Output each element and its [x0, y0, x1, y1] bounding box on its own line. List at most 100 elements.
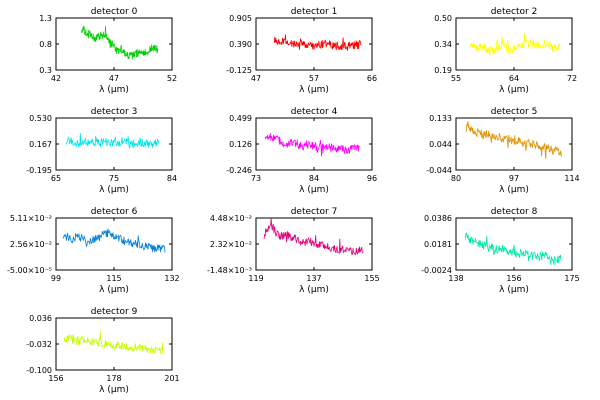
- panel-detector-6: detector 6 99 115 132 -5.00×10⁻⁵ 2.56×10⁻² 5.1…: [7, 207, 180, 295]
- y-tick-label: 5.11×10⁻²: [10, 214, 52, 223]
- panel-detector-0: detector 0 42 47 52 0.3 0.8 1.3 λ (µm): [39, 7, 177, 95]
- y-tick-label: 0.34: [434, 40, 452, 49]
- x-axis-label: λ (µm): [99, 285, 129, 295]
- x-tick-label: 84: [309, 174, 319, 183]
- y-tick-label: 0.167: [29, 140, 52, 149]
- x-axis-label: λ (µm): [299, 85, 329, 95]
- series-line-detector-5: [465, 121, 563, 159]
- x-axis-label: λ (µm): [499, 185, 529, 195]
- panel-detector-2: detector 2 55 64 72 0.19 0.34 0.50 λ (µm): [434, 7, 577, 95]
- y-tick-label: 0.133: [429, 114, 452, 123]
- y-tick-label: 2.32×10⁻²: [210, 240, 252, 249]
- y-tick-label: 0.50: [434, 14, 452, 23]
- y-tick-label: 0.044: [429, 140, 452, 149]
- x-tick-label: 138: [448, 274, 463, 283]
- x-tick-label: 66: [367, 74, 377, 83]
- y-tick-label: 0.499: [229, 114, 252, 123]
- x-tick-label: 201: [164, 374, 179, 383]
- x-tick-label: 114: [564, 174, 579, 183]
- x-tick-label: 65: [51, 174, 61, 183]
- panel-title: detector 1: [291, 7, 338, 17]
- x-tick-label: 119: [248, 274, 263, 283]
- y-tick-label: 0.3: [39, 66, 52, 75]
- y-tick-label: 0.8: [39, 40, 52, 49]
- panel-title: detector 8: [491, 207, 538, 217]
- series-line-detector-9: [63, 331, 164, 355]
- panel-title: detector 7: [291, 207, 338, 217]
- y-tick-label: 2.56×10⁻²: [10, 240, 52, 249]
- x-tick-label: 175: [564, 274, 579, 283]
- panel-title: detector 2: [491, 7, 538, 17]
- series-line-detector-6: [62, 228, 166, 253]
- y-tick-label: -0.125: [226, 66, 252, 75]
- panel-title: detector 5: [491, 107, 538, 117]
- panel-title: detector 0: [91, 7, 138, 17]
- y-tick-label: 0.036: [29, 314, 52, 323]
- x-tick-label: 75: [109, 174, 119, 183]
- x-tick-label: 47: [251, 74, 261, 83]
- y-tick-label: -0.0024: [421, 266, 452, 275]
- panel-detector-4: detector 4 73 84 96 -0.246 0.126 0.499 λ (µm): [226, 107, 377, 195]
- panel-detector-5: detector 5 80 97 114 -0.044 0.044 0.133 λ (µm): [426, 107, 579, 195]
- panel-detector-3: detector 3 65 75 84 -0.195 0.167 0.530 λ (µm): [26, 107, 177, 195]
- y-tick-label: 0.0181: [424, 240, 452, 249]
- x-axis-label: λ (µm): [99, 185, 129, 195]
- y-tick-label: -0.246: [226, 166, 252, 175]
- y-tick-label: 0.390: [229, 40, 252, 49]
- panel-title: detector 9: [91, 307, 138, 317]
- x-tick-label: 84: [167, 174, 177, 183]
- x-axis-label: λ (µm): [499, 85, 529, 95]
- x-axis-label: λ (µm): [99, 385, 129, 395]
- series-line-detector-1: [273, 34, 362, 51]
- panel-title: detector 3: [91, 107, 138, 117]
- plot-frame: [255, 117, 373, 171]
- x-tick-label: 137: [306, 274, 321, 283]
- y-tick-label: 0.905: [229, 14, 252, 23]
- panel-detector-7: detector 7 119 137 155 -1.48×10⁻³ 2.32×10⁻² 4.…: [207, 207, 380, 295]
- x-tick-label: 156: [506, 274, 521, 283]
- y-tick-label: 4.48×10⁻²: [210, 214, 252, 223]
- x-tick-label: 99: [51, 274, 61, 283]
- x-tick-label: 47: [109, 74, 119, 83]
- plot-frame: [55, 317, 173, 371]
- x-axis-label: λ (µm): [499, 285, 529, 295]
- x-tick-label: 97: [509, 174, 519, 183]
- series-line-detector-2: [469, 32, 561, 56]
- x-tick-label: 73: [251, 174, 261, 183]
- y-tick-label: 0.0386: [424, 214, 452, 223]
- plot-frame: [55, 217, 173, 271]
- y-tick-label: -0.032: [26, 340, 52, 349]
- x-tick-label: 80: [451, 174, 461, 183]
- series-line-detector-3: [66, 133, 159, 149]
- panel-detector-8: detector 8 138 156 175 -0.0024 0.0181 0.0386 λ …: [421, 207, 580, 295]
- y-tick-label: -0.100: [26, 366, 52, 375]
- x-tick-label: 64: [509, 74, 519, 83]
- y-tick-label: -5.00×10⁻⁵: [7, 266, 52, 275]
- panel-detector-9: detector 9 156 178 201 -0.100 -0.032 0.036 λ (µ…: [26, 307, 179, 395]
- x-axis-label: λ (µm): [299, 185, 329, 195]
- series-line-detector-7: [263, 217, 363, 256]
- y-tick-label: -0.044: [426, 166, 452, 175]
- x-tick-label: 115: [106, 274, 121, 283]
- x-tick-label: 52: [167, 74, 177, 83]
- y-tick-label: -1.48×10⁻³: [207, 266, 252, 275]
- x-tick-label: 42: [51, 74, 61, 83]
- series-line-detector-8: [465, 232, 562, 266]
- x-axis-label: λ (µm): [299, 285, 329, 295]
- x-tick-label: 55: [451, 74, 461, 83]
- y-tick-label: 1.3: [39, 14, 52, 23]
- y-tick-label: 0.126: [229, 140, 252, 149]
- x-tick-label: 57: [309, 74, 319, 83]
- y-tick-label: 0.530: [29, 114, 52, 123]
- x-axis-label: λ (µm): [99, 85, 129, 95]
- panel-title: detector 6: [91, 207, 138, 217]
- x-tick-label: 178: [106, 374, 121, 383]
- panel-detector-1: detector 1 47 57 66 -0.125 0.390 0.905 λ (µm): [226, 7, 377, 95]
- panel-title: detector 4: [291, 107, 338, 117]
- y-tick-label: 0.19: [434, 66, 452, 75]
- x-tick-label: 72: [567, 74, 577, 83]
- x-tick-label: 96: [367, 174, 377, 183]
- x-tick-label: 155: [364, 274, 379, 283]
- x-tick-label: 132: [164, 274, 179, 283]
